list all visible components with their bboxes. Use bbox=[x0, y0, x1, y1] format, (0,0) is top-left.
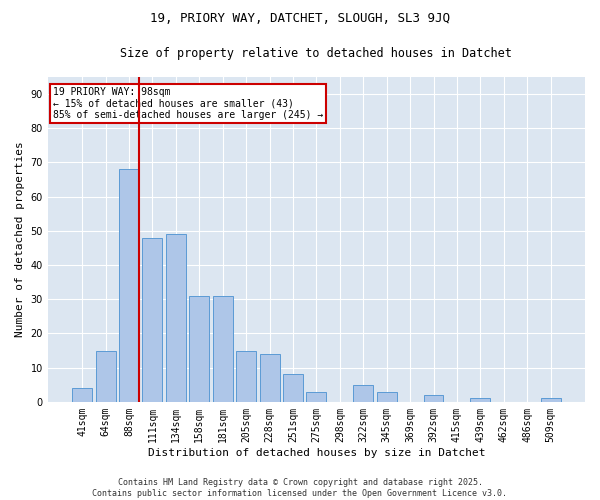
Bar bbox=[190, 296, 209, 402]
Bar bbox=[142, 238, 163, 402]
Bar bbox=[353, 384, 373, 402]
Bar bbox=[213, 296, 233, 402]
Y-axis label: Number of detached properties: Number of detached properties bbox=[15, 142, 25, 338]
Bar bbox=[541, 398, 560, 402]
Title: Size of property relative to detached houses in Datchet: Size of property relative to detached ho… bbox=[121, 48, 512, 60]
Text: 19 PRIORY WAY: 98sqm
← 15% of detached houses are smaller (43)
85% of semi-detac: 19 PRIORY WAY: 98sqm ← 15% of detached h… bbox=[53, 86, 323, 120]
Bar bbox=[283, 374, 303, 402]
Bar bbox=[236, 350, 256, 402]
Text: 19, PRIORY WAY, DATCHET, SLOUGH, SL3 9JQ: 19, PRIORY WAY, DATCHET, SLOUGH, SL3 9JQ bbox=[150, 12, 450, 26]
Bar bbox=[260, 354, 280, 402]
Bar bbox=[166, 234, 186, 402]
Bar bbox=[424, 395, 443, 402]
Text: Contains HM Land Registry data © Crown copyright and database right 2025.
Contai: Contains HM Land Registry data © Crown c… bbox=[92, 478, 508, 498]
Bar bbox=[307, 392, 326, 402]
Bar bbox=[377, 392, 397, 402]
Bar bbox=[119, 170, 139, 402]
X-axis label: Distribution of detached houses by size in Datchet: Distribution of detached houses by size … bbox=[148, 448, 485, 458]
Bar bbox=[470, 398, 490, 402]
Bar bbox=[72, 388, 92, 402]
Bar bbox=[95, 350, 116, 402]
